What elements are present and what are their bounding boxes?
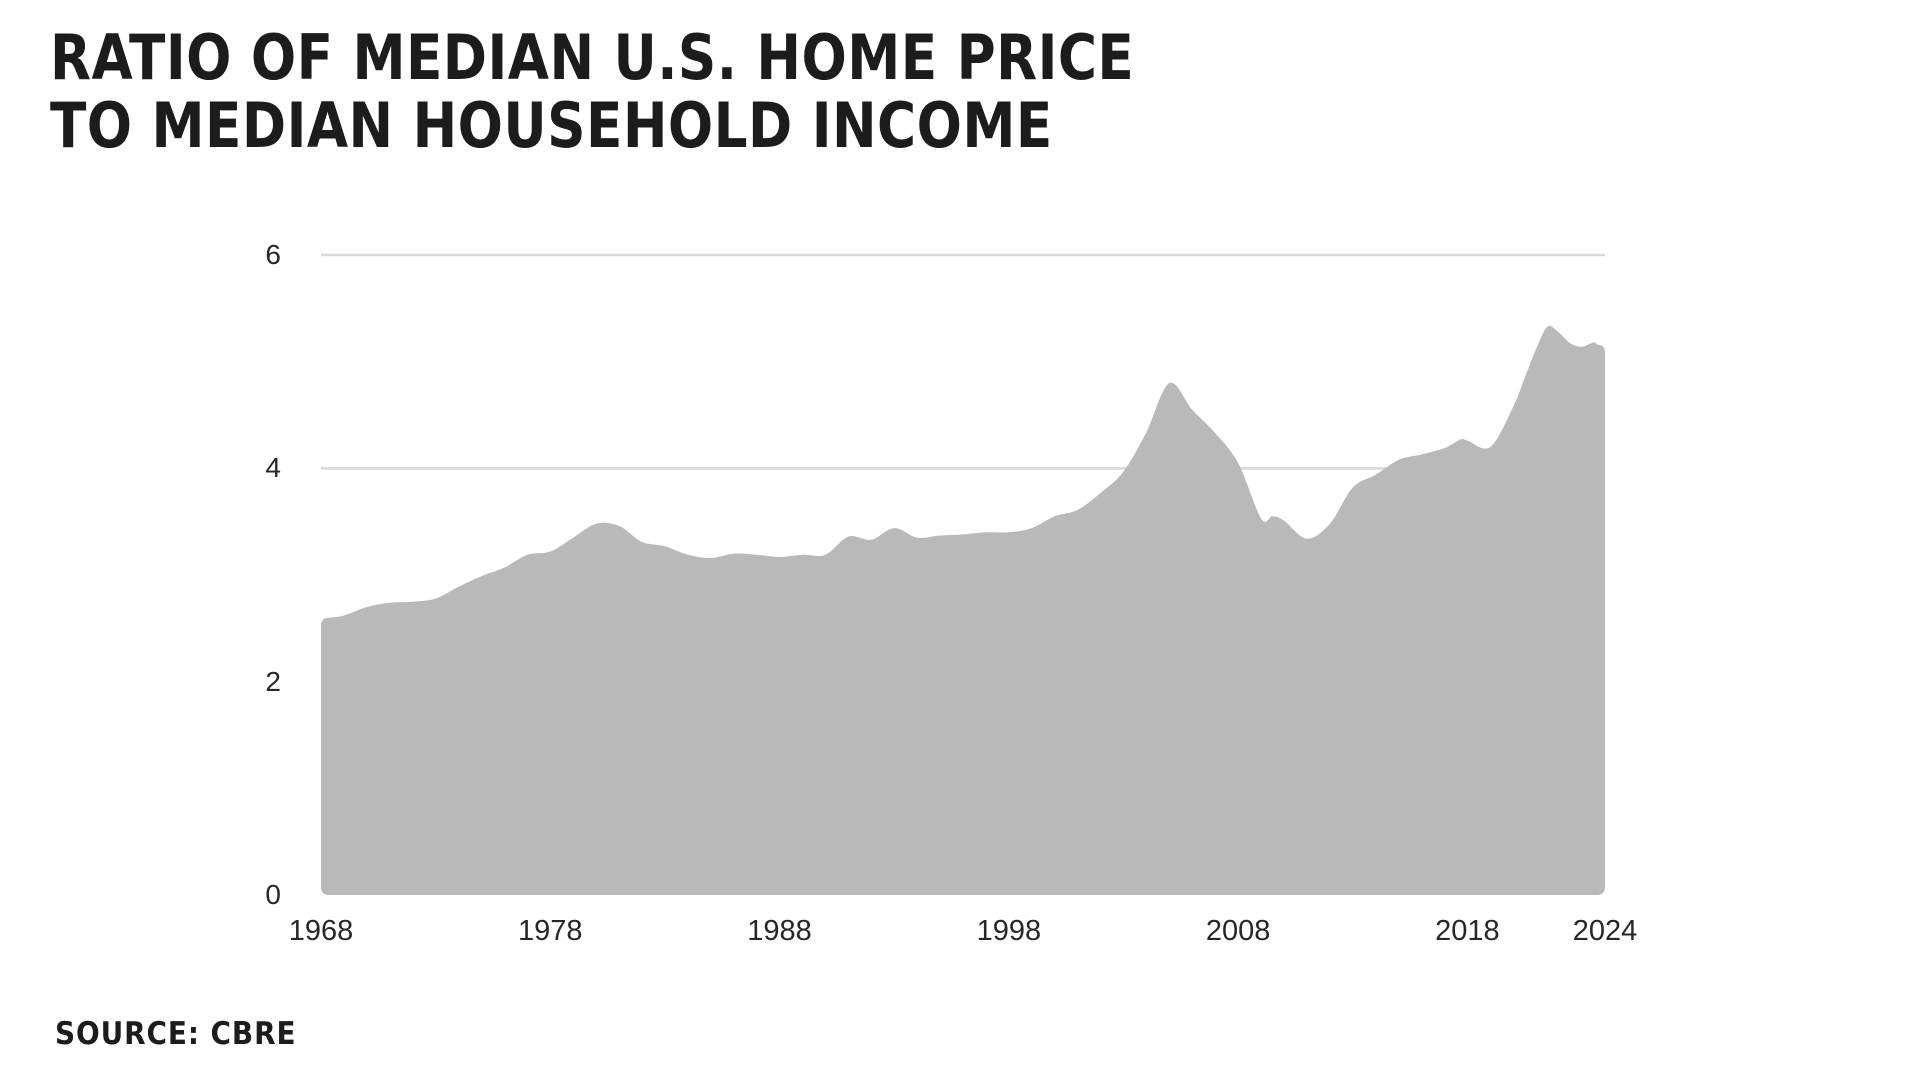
- x-tick-label: 2024: [1572, 915, 1638, 947]
- source-label: SOURCE: CBRE: [55, 1016, 297, 1052]
- chart-title-line-2: TO MEDIAN HOUSEHOLD INCOME: [50, 89, 1053, 162]
- x-tick-label: 2008: [1205, 915, 1271, 947]
- x-tick-label: 1978: [518, 915, 583, 947]
- y-tick-label: 4: [265, 452, 281, 484]
- x-tick-label: 2018: [1435, 915, 1500, 947]
- chart-title-line-1: RATIO OF MEDIAN U.S. HOME PRICE: [50, 21, 1135, 94]
- chart-title: RATIO OF MEDIAN U.S. HOME PRICE TO MEDIA…: [50, 24, 1134, 160]
- area-series: [321, 325, 1605, 895]
- x-tick-label: 1988: [747, 915, 812, 947]
- x-tick-label: 1998: [976, 915, 1042, 947]
- y-tick-label: 6: [265, 239, 281, 270]
- y-tick-label: 2: [265, 665, 281, 697]
- x-tick-label: 1968: [288, 915, 354, 947]
- y-tick-label: 0: [265, 879, 281, 910]
